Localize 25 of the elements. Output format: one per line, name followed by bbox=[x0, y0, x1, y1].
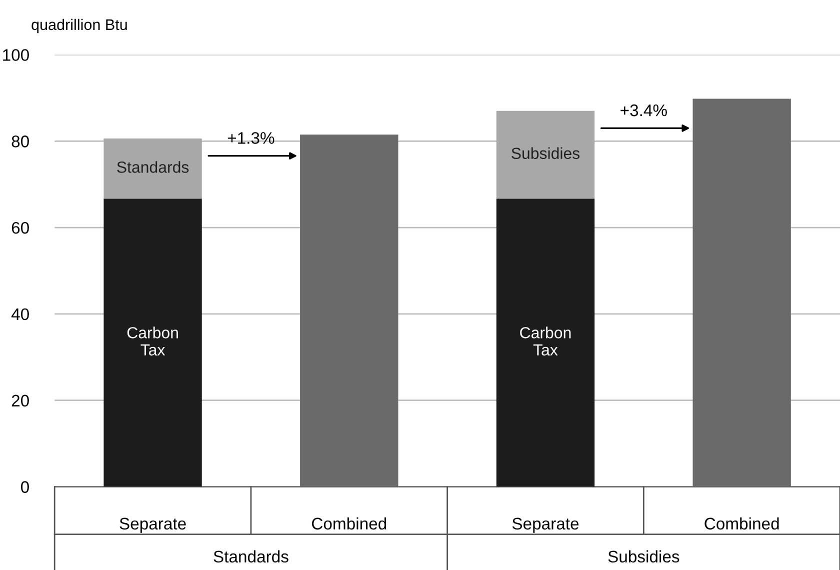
annotation: +1.3% bbox=[228, 132, 274, 144]
bar bbox=[496, 198, 595, 487]
x-tick-label: Combined bbox=[704, 517, 779, 530]
y-tick-label: 20 bbox=[12, 394, 29, 407]
bar bbox=[104, 138, 202, 199]
text: Carbon Tax bbox=[520, 326, 571, 356]
bar bbox=[692, 98, 791, 487]
bar bbox=[300, 134, 398, 487]
annotation: +3.4% bbox=[620, 104, 667, 116]
bar bbox=[104, 198, 202, 487]
y-tick-label: 80 bbox=[12, 136, 29, 148]
bar bbox=[496, 110, 595, 199]
text: Standards bbox=[214, 550, 288, 563]
x-tick-label: Separate bbox=[512, 518, 579, 533]
x-tick-label: Separate bbox=[120, 518, 186, 533]
x-tick-label: Combined bbox=[312, 517, 386, 530]
y-tick-label: 0 bbox=[20, 481, 29, 493]
text: Subsidies bbox=[608, 550, 680, 563]
series-label: Standards bbox=[117, 161, 189, 173]
series-label: Subsidies bbox=[512, 147, 580, 160]
y-axis-title: quadrillion Btu bbox=[32, 18, 127, 34]
series-label: Carbon Tax bbox=[127, 326, 178, 356]
y-tick-label: 100 bbox=[3, 49, 29, 61]
y-tick-label: 40 bbox=[11, 308, 29, 320]
y-tick-label: 60 bbox=[12, 222, 29, 234]
